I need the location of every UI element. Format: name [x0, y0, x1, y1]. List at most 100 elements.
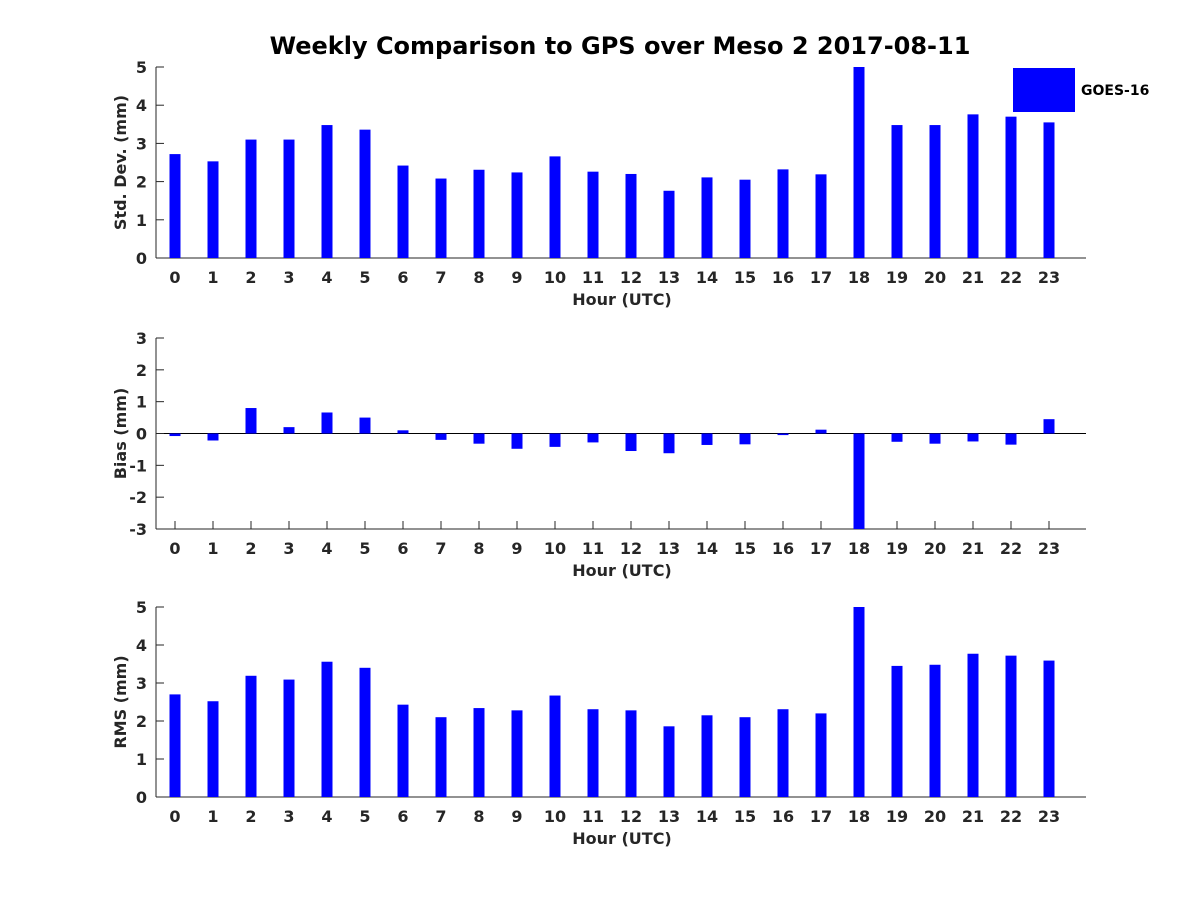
std-dev-x-tick-label: 19 [886, 268, 908, 287]
rms-x-tick-label: 0 [169, 807, 180, 826]
rms-bar-hour-10 [549, 695, 561, 797]
bias-x-tick-label: 19 [886, 539, 908, 558]
rms-bar-hour-20 [929, 664, 941, 797]
std-dev-bar-hour-19 [891, 125, 903, 259]
rms-bar-hour-0 [169, 694, 181, 797]
std-dev-x-tick-label: 6 [397, 268, 408, 287]
std-dev-bar-hour-5 [359, 129, 371, 258]
std-dev-bar-hour-16 [777, 169, 789, 258]
std-dev-bar-hour-17 [815, 174, 827, 258]
bias-bar-hour-8 [473, 433, 485, 444]
bias-x-tick-label: 7 [435, 539, 446, 558]
std-dev-bar-hour-6 [397, 165, 409, 258]
std-dev-x-tick-label: 4 [321, 268, 332, 287]
std-dev-bar-hour-10 [549, 156, 561, 258]
std-dev-x-tick-label: 17 [810, 268, 832, 287]
bias-x-tick-label: 2 [245, 539, 256, 558]
bias-bar-hour-6 [397, 430, 409, 434]
rms-x-tick-label: 7 [435, 807, 446, 826]
rms-x-tick-label: 8 [473, 807, 484, 826]
std-dev-x-tick-label: 18 [848, 268, 870, 287]
rms-y-tick-label: 5 [136, 598, 147, 617]
rms-bar-hour-6 [397, 704, 409, 797]
bias-bar-hour-22 [1005, 433, 1017, 445]
bias-y-tick-label: 0 [136, 425, 147, 444]
std-dev-x-tick-label: 2 [245, 268, 256, 287]
std-dev-y-tick-label: 2 [136, 173, 147, 192]
bias-x-tick-label: 22 [1000, 539, 1022, 558]
bias-y-tick-label: 1 [136, 393, 147, 412]
rms-bar-hour-23 [1043, 660, 1055, 797]
rms-x-tick-label: 16 [772, 807, 794, 826]
rms-bar-hour-19 [891, 665, 903, 797]
bias-bar-hour-9 [511, 433, 523, 449]
std-dev-x-tick-label: 8 [473, 268, 484, 287]
rms-y-tick-label: 3 [136, 674, 147, 693]
std-dev-bar-hour-4 [321, 125, 333, 259]
rms-x-tick-label: 2 [245, 807, 256, 826]
bias-bar-hour-3 [283, 427, 295, 434]
bias-x-tick-label: 20 [924, 539, 946, 558]
bias-bar-hour-0 [169, 433, 181, 437]
bias-x-tick-label: 18 [848, 539, 870, 558]
std-dev-x-tick-label: 9 [511, 268, 522, 287]
bias-bar-hour-7 [435, 433, 447, 440]
rms-bar-hour-22 [1005, 655, 1017, 797]
bias-x-tick-label: 5 [359, 539, 370, 558]
bias-bar-hour-5 [359, 417, 371, 434]
std-dev-x-tick-label: 23 [1038, 268, 1060, 287]
rms-bar-hour-13 [663, 726, 675, 797]
rms-y-tick-label: 0 [136, 788, 147, 807]
std-dev-x-tick-label: 10 [544, 268, 566, 287]
chart-legend: GOES-16 [1013, 68, 1149, 112]
bias-x-tick-label: 10 [544, 539, 566, 558]
bias-bar-hour-17 [815, 429, 827, 434]
bias-y-tick-label: -1 [129, 456, 147, 475]
std-dev-x-tick-label: 0 [169, 268, 180, 287]
bias-x-tick-label: 15 [734, 539, 756, 558]
bias-y-tick-label: 3 [136, 329, 147, 348]
bias-x-tick-label: 21 [962, 539, 984, 558]
rms-x-tick-label: 6 [397, 807, 408, 826]
rms-bar-hour-21 [967, 653, 979, 797]
bias-x-tick-label: 12 [620, 539, 642, 558]
rms-bar-hour-15 [739, 717, 751, 797]
bias-x-tick-label: 23 [1038, 539, 1060, 558]
rms-x-tick-label: 14 [696, 807, 718, 826]
std-dev-x-tick-label: 20 [924, 268, 946, 287]
bias-x-axis-label: Hour (UTC) [572, 561, 672, 580]
rms-x-tick-label: 17 [810, 807, 832, 826]
std-dev-y-tick-label: 1 [136, 211, 147, 230]
rms-bar-hour-17 [815, 713, 827, 797]
bias-x-tick-label: 11 [582, 539, 604, 558]
bias-bar-hour-20 [929, 433, 941, 444]
bias-bar-hour-23 [1043, 419, 1055, 434]
rms-bar-hour-1 [207, 701, 219, 797]
bias-bar-hour-19 [891, 433, 903, 442]
rms-x-tick-label: 23 [1038, 807, 1060, 826]
bias-bar-hour-4 [321, 412, 333, 434]
std-dev-x-tick-label: 5 [359, 268, 370, 287]
std-dev-bar-hour-23 [1043, 122, 1055, 258]
std-dev-bar-hour-21 [967, 114, 979, 258]
bias-bar-hour-12 [625, 433, 637, 452]
rms-bar-hour-2 [245, 675, 257, 797]
bias-x-tick-label: 1 [207, 539, 218, 558]
std-dev-bar-hour-12 [625, 173, 637, 258]
rms-x-tick-label: 20 [924, 807, 946, 826]
bias-bar-hour-13 [663, 433, 675, 454]
bias-bar-hour-21 [967, 433, 979, 442]
bias-bar-hour-1 [207, 433, 219, 441]
rms-x-tick-label: 11 [582, 807, 604, 826]
std-dev-bar-hour-15 [739, 179, 751, 258]
legend-label: GOES-16 [1081, 83, 1149, 99]
bias-bar-hour-16 [777, 433, 789, 436]
rms-x-axis-label: Hour (UTC) [572, 829, 672, 848]
std-dev-bar-hour-7 [435, 178, 447, 258]
std-dev-x-tick-label: 7 [435, 268, 446, 287]
